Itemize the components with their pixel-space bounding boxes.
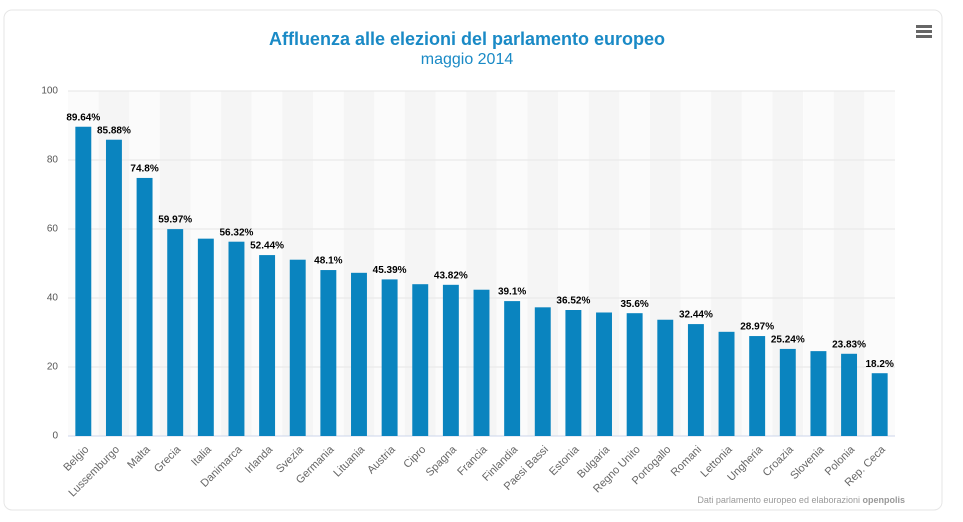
y-tick-label: 20 — [47, 362, 59, 373]
menu-bar — [916, 25, 932, 28]
data-label: 23.83% — [832, 339, 866, 350]
bar — [626, 313, 643, 436]
data-label: 85.88% — [97, 125, 131, 136]
bar — [779, 348, 796, 436]
bar — [442, 284, 459, 436]
bar — [259, 255, 276, 436]
bar — [381, 279, 398, 436]
data-label: 56.32% — [220, 227, 254, 238]
data-label: 18.2% — [866, 359, 894, 370]
credits-text: Dati parlamento europeo ed elaborazioni — [697, 495, 860, 505]
data-label: 35.6% — [620, 299, 648, 310]
y-tick-label: 100 — [41, 86, 58, 97]
data-label: 89.64% — [66, 112, 100, 123]
data-label: 74.8% — [130, 164, 158, 175]
bar — [565, 310, 582, 436]
data-label: 39.1% — [498, 287, 526, 298]
credits: Dati parlamento europeo ed elaborazioni … — [697, 495, 905, 505]
chart-subtitle: maggio 2014 — [421, 51, 514, 68]
bar — [473, 289, 490, 436]
data-label: 25.24% — [771, 335, 805, 346]
data-label: 32.44% — [679, 310, 713, 321]
bar — [167, 229, 184, 436]
bar — [871, 373, 888, 436]
bar — [687, 324, 704, 436]
data-label: 48.1% — [314, 256, 342, 267]
menu-button[interactable] — [916, 25, 932, 38]
data-label: 28.97% — [740, 322, 774, 333]
bar — [657, 319, 674, 436]
data-label: 36.52% — [556, 296, 590, 307]
bar — [596, 312, 612, 436]
bar — [320, 270, 337, 436]
bar — [75, 126, 92, 436]
bar — [289, 259, 306, 436]
data-label: 52.44% — [250, 241, 284, 252]
bar — [136, 177, 153, 436]
y-tick-label: 0 — [52, 431, 58, 442]
bar — [841, 353, 858, 436]
bar — [197, 238, 214, 436]
y-tick-label: 40 — [47, 293, 59, 304]
bar — [105, 139, 122, 437]
bar — [228, 241, 245, 436]
bar — [718, 331, 735, 436]
bar — [810, 351, 827, 436]
bar — [351, 272, 367, 436]
data-label: 43.82% — [434, 270, 468, 281]
bar — [412, 284, 429, 436]
bar — [534, 307, 551, 436]
data-label: 45.39% — [373, 265, 407, 276]
bar — [504, 301, 521, 436]
chart-title: Affluenza alle elezioni del parlamento e… — [269, 29, 665, 49]
bar — [749, 336, 766, 436]
y-tick-label: 60 — [47, 224, 59, 235]
y-tick-label: 80 — [47, 155, 59, 166]
menu-bar — [916, 35, 932, 38]
credits-bold: openpolis — [863, 495, 906, 505]
data-label: 59.97% — [158, 215, 192, 226]
menu-bar — [916, 30, 932, 33]
